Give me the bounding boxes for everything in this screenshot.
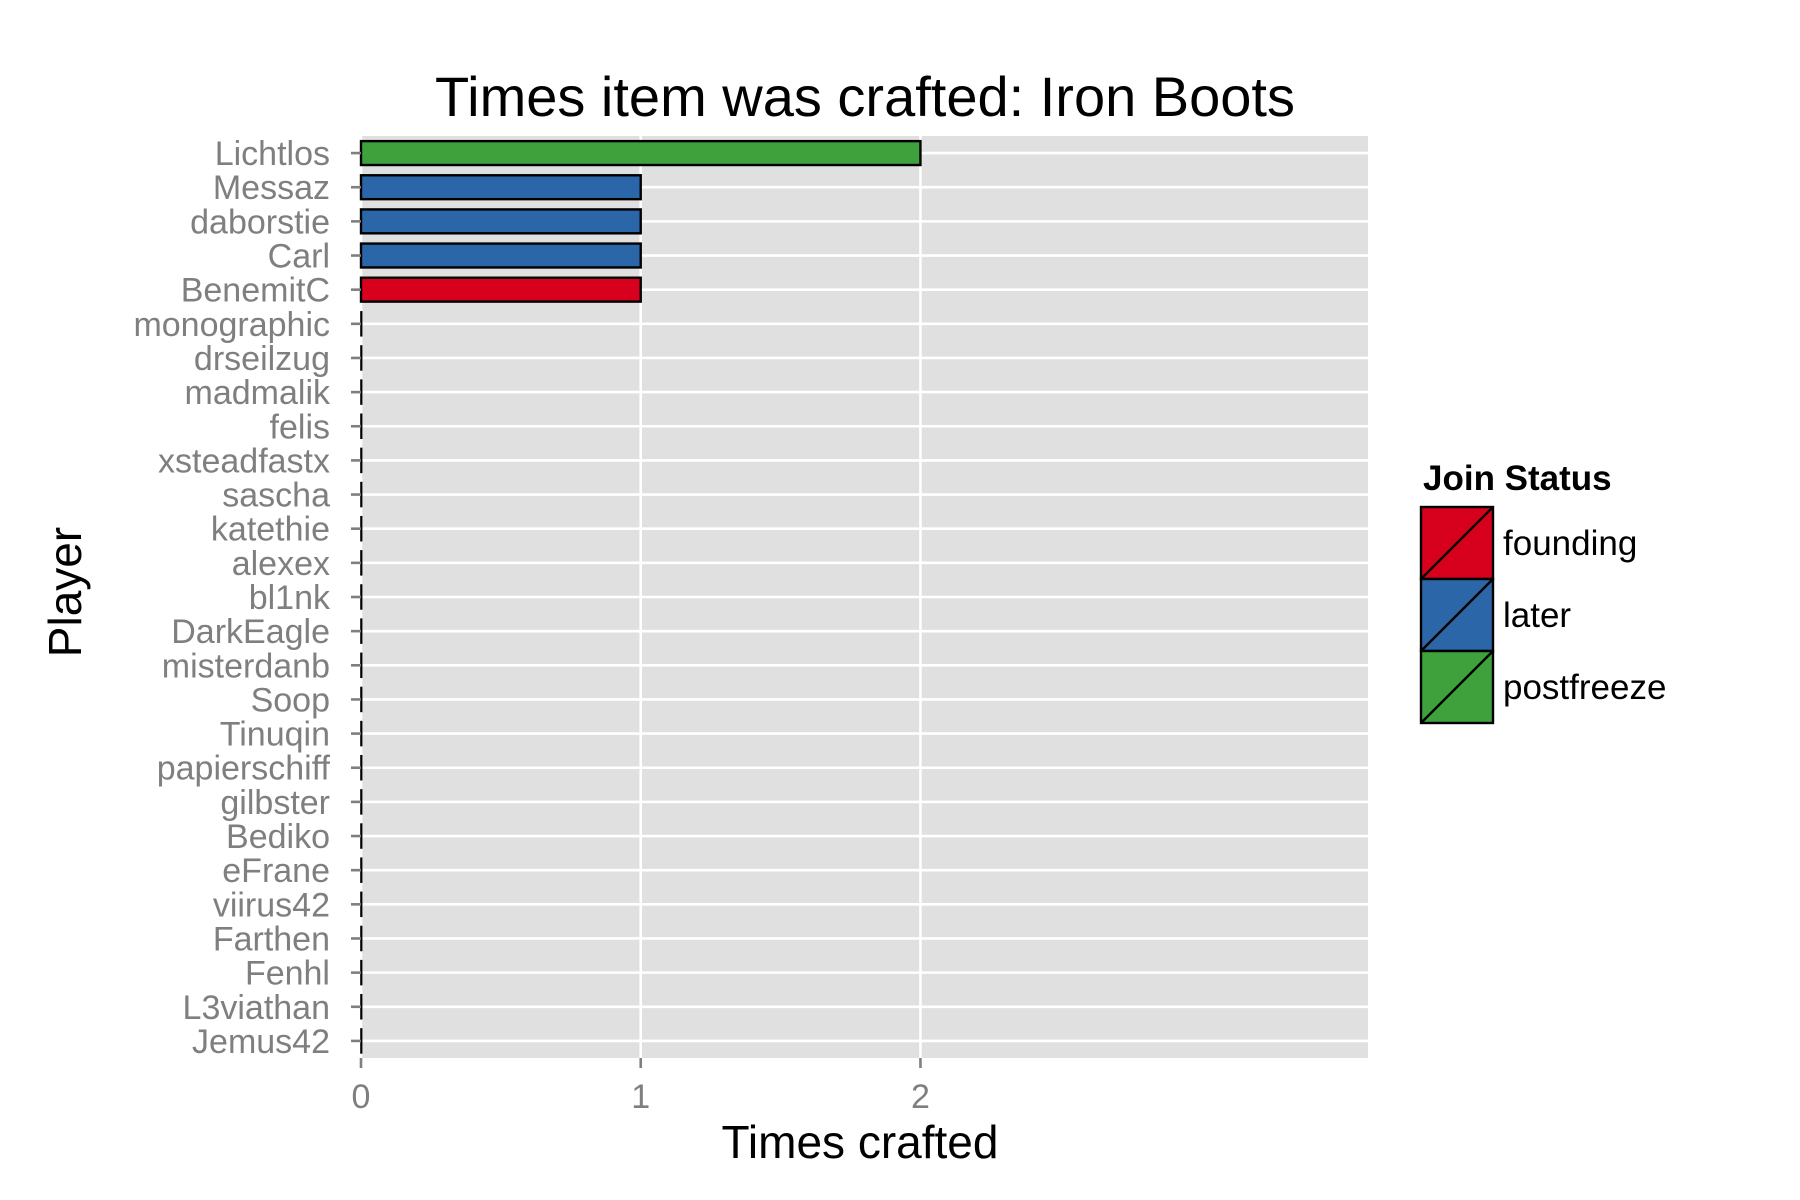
y-tick-label: monographic [133, 306, 330, 344]
bar [360, 345, 363, 371]
bar [359, 242, 642, 269]
y-tick-label: Jemus42 [192, 1023, 330, 1061]
y-axis-title: Player [39, 527, 91, 657]
y-tick-label: drseilzug [194, 340, 330, 378]
x-axis-title: Times crafted [722, 1116, 999, 1168]
bar [360, 823, 363, 849]
bar [360, 686, 363, 713]
bar [360, 481, 363, 508]
bar [360, 1028, 363, 1054]
legend-key-diagonal [1420, 506, 1494, 580]
y-tick-label: sascha [222, 477, 330, 515]
y-tick-label: Carl [268, 238, 330, 276]
plot-panel [359, 136, 1368, 1058]
bar [360, 311, 363, 337]
y-tick-label: misterdanb [162, 647, 330, 685]
bar [360, 413, 363, 440]
bar [360, 857, 363, 883]
y-tick-label: katethie [211, 511, 330, 549]
y-tick-label: Soop [251, 681, 330, 719]
y-tick-label: Bediko [226, 818, 330, 856]
y-axis: LichtlosMessazdaborstieCarlBenemitCmonog… [133, 135, 361, 1061]
y-tick-label: papierschiff [157, 750, 331, 788]
legend-label: founding [1503, 524, 1637, 563]
legend-label: postfreeze [1503, 668, 1666, 707]
y-tick-label: Fenhl [245, 955, 330, 993]
y-tick-label: bl1nk [249, 579, 331, 617]
y-tick-label: Messaz [213, 169, 330, 207]
y-tick-label: viirus42 [213, 886, 330, 924]
y-tick-label: Tinuqin [220, 716, 330, 754]
y-tick-label: felis [270, 408, 330, 446]
bar [359, 139, 922, 167]
y-tick-label: L3viathan [183, 989, 330, 1027]
legend-key-diagonal [1420, 578, 1494, 652]
bar [360, 789, 363, 815]
bar [360, 618, 363, 644]
y-tick-label: Lichtlos [215, 135, 330, 173]
y-tick-label: daborstie [190, 203, 330, 241]
bar [360, 891, 363, 918]
legend: founding later postfreeze [1419, 505, 1666, 725]
legend-key-diagonal [1420, 650, 1494, 724]
chart-title: Times item was crafted: Iron Boots [435, 65, 1295, 128]
bar [360, 720, 363, 747]
bar [360, 447, 363, 474]
y-tick-label: eFrane [222, 852, 330, 890]
bar [360, 925, 363, 952]
y-tick-label: gilbster [220, 784, 330, 822]
x-axis: 0 1 2 [352, 1058, 930, 1116]
bar [360, 959, 363, 986]
x-tick-label: 0 [352, 1078, 371, 1116]
x-tick-label: 1 [631, 1078, 650, 1116]
y-tick-label: BenemitC [181, 272, 330, 310]
bar [360, 652, 363, 679]
y-tick-label: madmalik [185, 374, 331, 412]
bar [360, 584, 363, 610]
y-tick-label: xsteadfastx [158, 442, 330, 480]
x-tick-label: 2 [911, 1078, 930, 1116]
bar [360, 515, 363, 542]
bar [360, 994, 363, 1020]
bar [360, 379, 363, 405]
bar [359, 208, 642, 235]
legend-title: Join Status [1423, 459, 1612, 498]
bar [360, 550, 363, 576]
y-tick-label: alexex [232, 545, 330, 583]
y-tick-label: Farthen [213, 920, 330, 958]
bar [360, 754, 363, 781]
bar [359, 174, 642, 201]
legend-label: later [1503, 596, 1571, 635]
bar [359, 276, 642, 303]
y-tick-label: DarkEagle [171, 613, 330, 651]
